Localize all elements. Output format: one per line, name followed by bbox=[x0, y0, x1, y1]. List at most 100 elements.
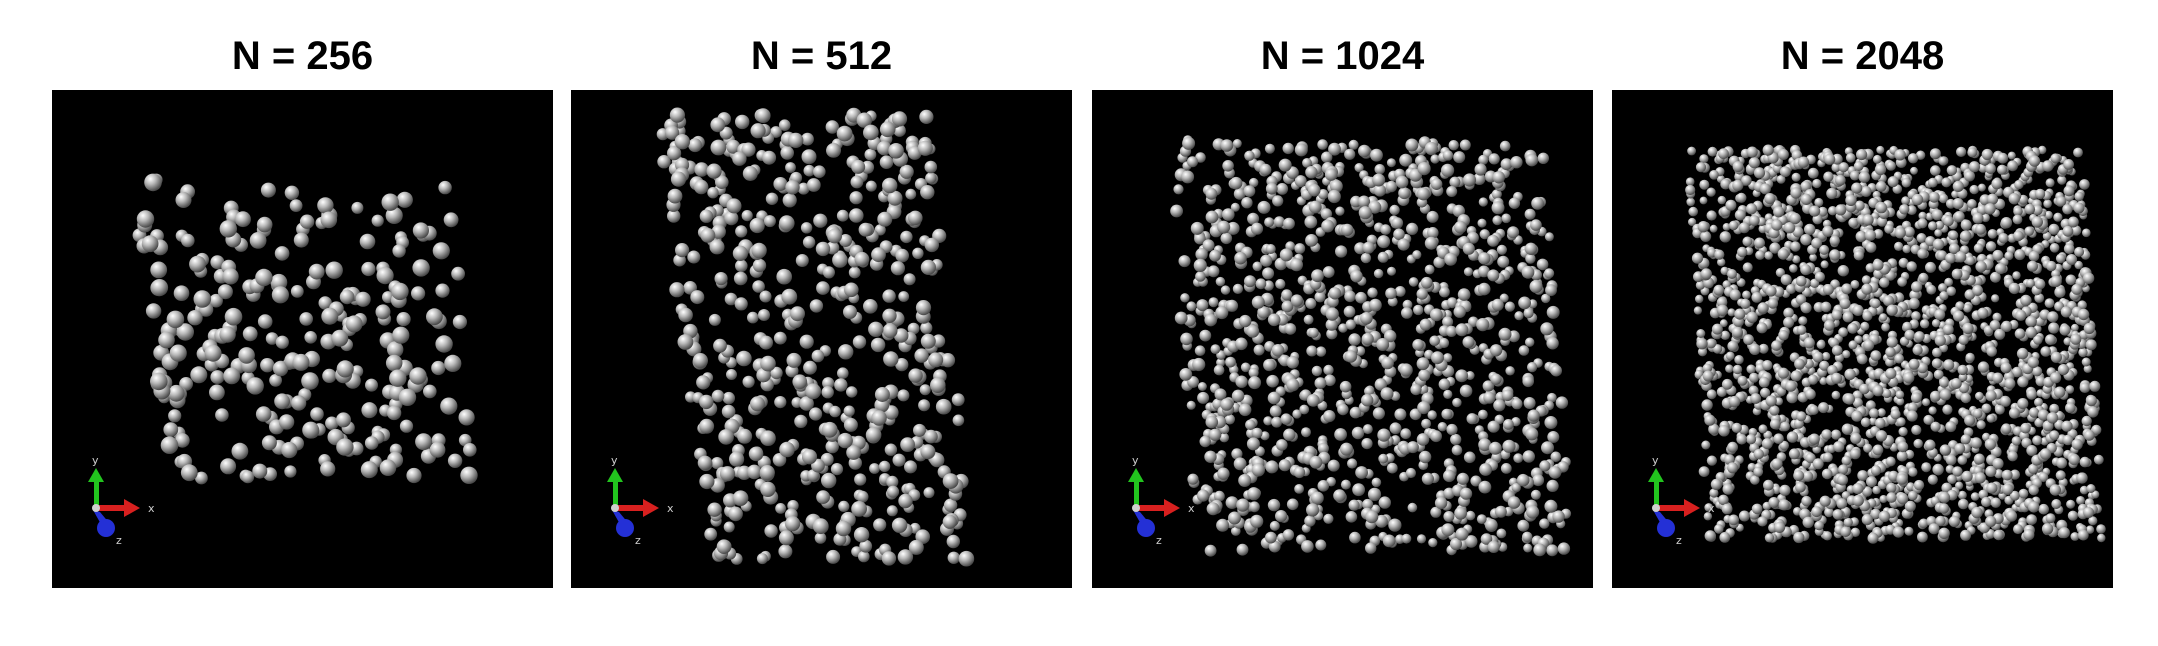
particle bbox=[2085, 395, 2097, 407]
particle bbox=[1837, 474, 1849, 486]
particle bbox=[1762, 360, 1773, 371]
particle bbox=[2073, 147, 2083, 158]
particle bbox=[1315, 346, 1327, 357]
particle bbox=[1367, 287, 1378, 298]
particle bbox=[1186, 400, 1196, 410]
particle bbox=[1416, 433, 1430, 446]
particle bbox=[1832, 509, 1844, 520]
axis-triad-icon: xyz bbox=[607, 454, 674, 547]
particle bbox=[1491, 298, 1504, 311]
particle bbox=[924, 429, 938, 444]
particle bbox=[1420, 276, 1433, 289]
particle bbox=[269, 374, 282, 387]
particle bbox=[1851, 410, 1863, 422]
particle bbox=[735, 114, 750, 130]
particle bbox=[2012, 271, 2021, 280]
particle bbox=[1842, 311, 1854, 323]
particle bbox=[1884, 224, 1894, 234]
particle bbox=[2046, 260, 2057, 272]
particle bbox=[1476, 514, 1487, 524]
particle bbox=[2032, 366, 2043, 377]
particle bbox=[1275, 278, 1286, 290]
particle bbox=[1376, 338, 1390, 351]
particle bbox=[1303, 314, 1314, 325]
particle bbox=[1283, 217, 1295, 230]
particle bbox=[774, 396, 787, 409]
particle bbox=[1749, 372, 1759, 383]
particle bbox=[1321, 219, 1335, 233]
particle bbox=[920, 444, 936, 460]
particle bbox=[1798, 316, 1808, 326]
particle bbox=[1985, 390, 1997, 402]
particle bbox=[1800, 181, 1812, 192]
particle bbox=[1857, 470, 1869, 481]
particle bbox=[2055, 253, 2066, 264]
particle bbox=[1981, 403, 1992, 414]
particle bbox=[1205, 187, 1218, 200]
particle bbox=[1362, 424, 1373, 435]
particle bbox=[781, 288, 798, 305]
particle bbox=[1251, 427, 1263, 439]
particle bbox=[707, 187, 719, 199]
particle bbox=[1317, 480, 1330, 492]
particle bbox=[1385, 287, 1397, 300]
particle bbox=[289, 199, 303, 212]
particle bbox=[1917, 362, 1928, 374]
particle bbox=[1421, 418, 1432, 429]
particle bbox=[1371, 477, 1382, 488]
particle bbox=[1438, 337, 1450, 349]
particle bbox=[1340, 479, 1351, 490]
particle bbox=[1381, 356, 1394, 370]
particle bbox=[1734, 308, 1746, 320]
particle bbox=[2008, 282, 2021, 295]
particle bbox=[2016, 347, 2029, 360]
particle bbox=[1369, 298, 1382, 312]
particle bbox=[1721, 503, 1733, 515]
particle bbox=[1910, 166, 1918, 175]
particle bbox=[732, 245, 748, 261]
particle bbox=[2081, 415, 2092, 427]
particle bbox=[1439, 286, 1450, 298]
particle bbox=[2007, 151, 2016, 160]
panel-title: N = 2048 bbox=[1780, 34, 1945, 78]
particle bbox=[150, 279, 169, 297]
particle bbox=[1722, 483, 1734, 495]
particle bbox=[1516, 473, 1530, 487]
particle bbox=[2009, 469, 2020, 480]
particle bbox=[325, 416, 339, 430]
particle bbox=[2059, 324, 2071, 336]
particle bbox=[451, 266, 465, 281]
particle bbox=[726, 139, 741, 154]
particle bbox=[1894, 227, 1906, 239]
particle bbox=[716, 539, 732, 554]
particle bbox=[1926, 284, 1937, 295]
particle bbox=[1442, 150, 1454, 161]
particle bbox=[274, 393, 290, 410]
particle bbox=[167, 384, 185, 402]
particle bbox=[1494, 505, 1507, 518]
particle bbox=[724, 211, 739, 226]
particle bbox=[2079, 179, 2090, 190]
particle bbox=[1701, 399, 1713, 411]
particle bbox=[1234, 251, 1247, 265]
particle bbox=[2001, 483, 2014, 495]
particle bbox=[1555, 396, 1569, 409]
particle bbox=[1517, 519, 1530, 532]
particle bbox=[290, 285, 304, 298]
particle bbox=[932, 334, 946, 348]
particle bbox=[2004, 251, 2014, 261]
particle bbox=[881, 551, 897, 566]
particle bbox=[339, 289, 355, 305]
particle bbox=[2071, 438, 2083, 450]
particle bbox=[1711, 323, 1723, 335]
particle bbox=[1241, 197, 1253, 209]
particle bbox=[699, 394, 714, 410]
particle bbox=[1487, 269, 1500, 282]
particle bbox=[235, 211, 251, 228]
particle bbox=[1214, 388, 1227, 401]
particle bbox=[1430, 430, 1442, 443]
particle bbox=[1804, 223, 1816, 236]
particle bbox=[1421, 472, 1434, 485]
particle bbox=[1264, 143, 1275, 154]
